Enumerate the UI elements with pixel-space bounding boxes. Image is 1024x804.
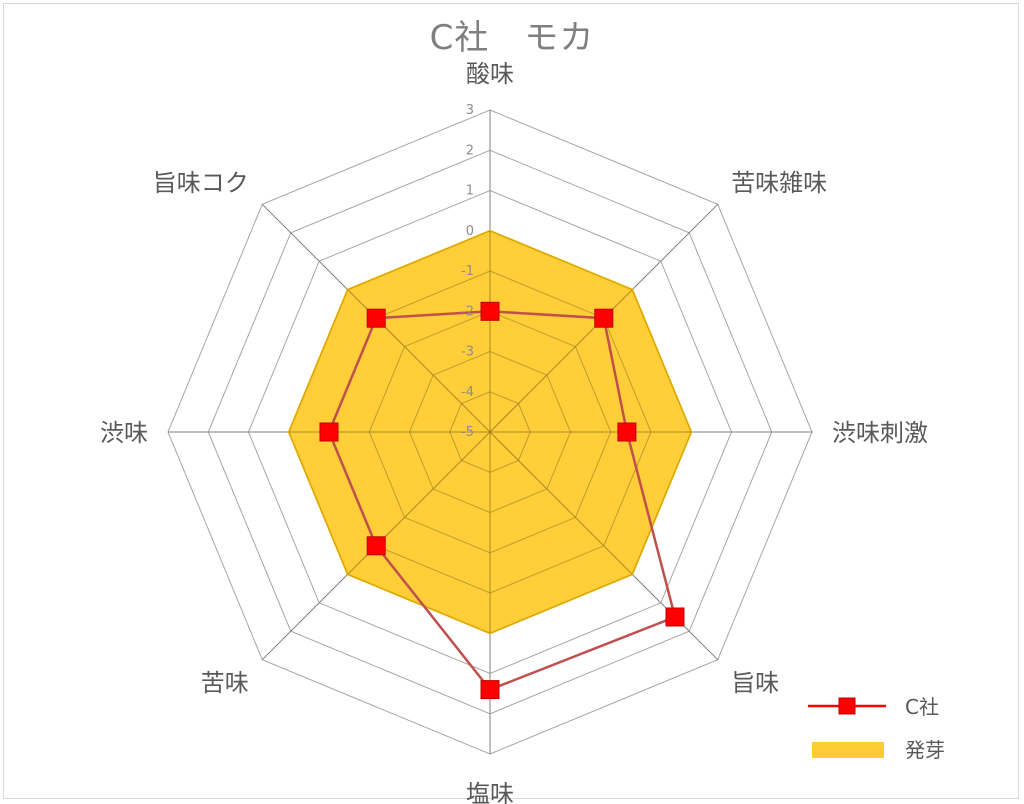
legend-c-sha-label: C社 [905, 695, 939, 719]
tick-label: 1 [466, 184, 474, 199]
legend: C社 発芽 [808, 695, 945, 762]
legend-hatsuga-swatch [812, 742, 884, 758]
legend-hatsuga-label: 発芽 [905, 738, 945, 762]
chart-title: C社 モカ [429, 18, 595, 58]
series-c-sha-point [319, 422, 339, 442]
category-label: 苦味 [201, 669, 249, 697]
tick-label: -1 [461, 264, 474, 279]
category-label: 苦味雑味 [731, 169, 827, 197]
tick-label: -5 [461, 425, 474, 440]
tick-label: -3 [461, 345, 474, 360]
series-c-sha-point [480, 680, 500, 700]
category-label: 渋味 [100, 419, 148, 447]
series-c-sha-point [366, 308, 386, 328]
category-label: 渋味刺激 [832, 419, 928, 447]
category-label: 旨味コク [153, 169, 249, 197]
series-c-sha-point [480, 301, 500, 321]
series-c-sha-point [617, 422, 637, 442]
tick-label: 2 [466, 143, 474, 158]
series-c-sha-point [594, 308, 614, 328]
tick-label: 3 [466, 103, 474, 118]
tick-label: -2 [461, 304, 474, 319]
tick-label: -4 [461, 385, 474, 400]
radial-tick-labels: -5 -4 -3 -2 -1 0 1 2 3 [461, 103, 474, 440]
legend-c-sha-marker [838, 697, 856, 715]
series-c-sha-line [319, 301, 685, 700]
series-c-sha-point [366, 536, 386, 556]
tick-label: 0 [466, 224, 474, 239]
category-label: 酸味 [466, 60, 514, 88]
grid-spoke-overlay [489, 431, 633, 575]
category-label: 旨味 [731, 669, 779, 697]
series-c-sha-point [665, 607, 685, 627]
category-label: 塩味 [466, 780, 514, 804]
